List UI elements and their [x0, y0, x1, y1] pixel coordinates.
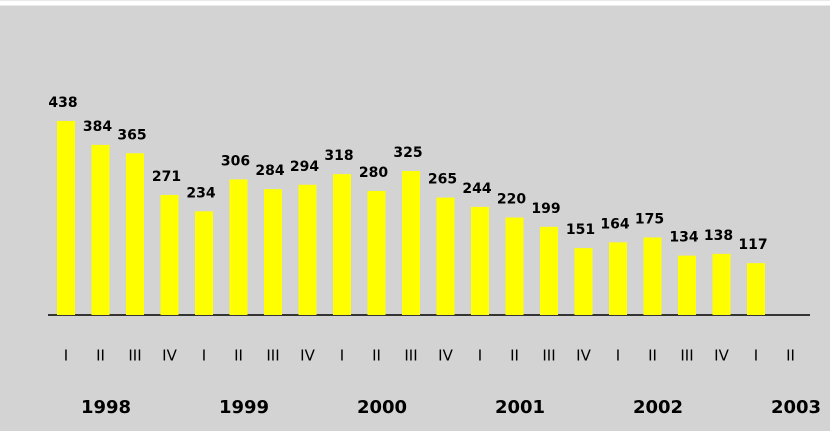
quarter-label: III	[128, 347, 141, 365]
bar	[540, 226, 558, 315]
quarter-label: IV	[714, 347, 729, 365]
value-label: 280	[359, 165, 388, 181]
bar	[609, 242, 627, 315]
year-label: 2002	[633, 397, 683, 418]
bar	[367, 190, 386, 315]
value-label: 151	[566, 222, 595, 238]
value-label: 117	[738, 237, 767, 253]
value-label: 134	[669, 230, 698, 246]
bar	[712, 253, 731, 315]
bar	[678, 255, 696, 315]
quarter-label: I	[340, 347, 344, 365]
quarter-label: I	[478, 347, 482, 365]
year-label: 2003	[771, 397, 821, 418]
quarter-label: III	[266, 347, 279, 365]
bar	[229, 179, 248, 315]
value-label: 318	[324, 148, 353, 164]
value-label: 199	[531, 201, 560, 217]
value-label: 438	[48, 95, 77, 111]
value-label: 220	[497, 192, 526, 208]
bar	[195, 211, 213, 315]
bar	[57, 120, 75, 315]
value-label: 294	[290, 159, 319, 175]
quarter-label: I	[754, 347, 758, 365]
bar	[264, 189, 282, 315]
bar	[436, 197, 455, 315]
year-label: 1999	[219, 397, 269, 418]
value-label: 284	[255, 163, 284, 179]
quarter-label: II	[234, 347, 243, 365]
bar	[91, 144, 110, 315]
bar	[126, 153, 144, 315]
value-label: 244	[462, 181, 491, 197]
bar	[643, 237, 662, 315]
quarter-label: II	[372, 347, 381, 365]
bar	[505, 217, 524, 315]
value-label: 271	[152, 169, 181, 185]
quarter-label: I	[616, 347, 620, 365]
quarter-label: II	[786, 347, 795, 365]
quarter-label: I	[202, 347, 206, 365]
value-label: 175	[635, 211, 664, 227]
bar	[298, 184, 317, 315]
bar	[471, 206, 489, 315]
value-label: 265	[428, 172, 457, 188]
quarter-label: III	[404, 347, 417, 365]
bar	[402, 171, 420, 315]
value-label: 325	[393, 145, 422, 161]
quarter-label: I	[64, 347, 68, 365]
quarter-label: III	[542, 347, 555, 365]
bar	[574, 248, 593, 315]
year-label: 2001	[495, 397, 545, 418]
value-label: 365	[117, 127, 146, 143]
year-label: 2000	[357, 397, 407, 418]
bar	[747, 263, 765, 315]
value-label: 234	[186, 185, 215, 201]
quarter-label: IV	[438, 347, 453, 365]
value-label: 138	[704, 228, 733, 244]
quarter-label: IV	[300, 347, 315, 365]
quarter-label: II	[648, 347, 657, 365]
quarter-label: II	[96, 347, 105, 365]
quarter-label: II	[510, 347, 519, 365]
bar	[160, 194, 179, 315]
year-label: 1998	[81, 397, 131, 418]
value-label: 306	[221, 153, 250, 169]
value-label: 164	[600, 216, 629, 232]
quarter-label: IV	[576, 347, 591, 365]
quarter-label: III	[680, 347, 693, 365]
quarter-label: IV	[162, 347, 177, 365]
bar	[333, 174, 351, 315]
value-label: 384	[83, 119, 112, 135]
